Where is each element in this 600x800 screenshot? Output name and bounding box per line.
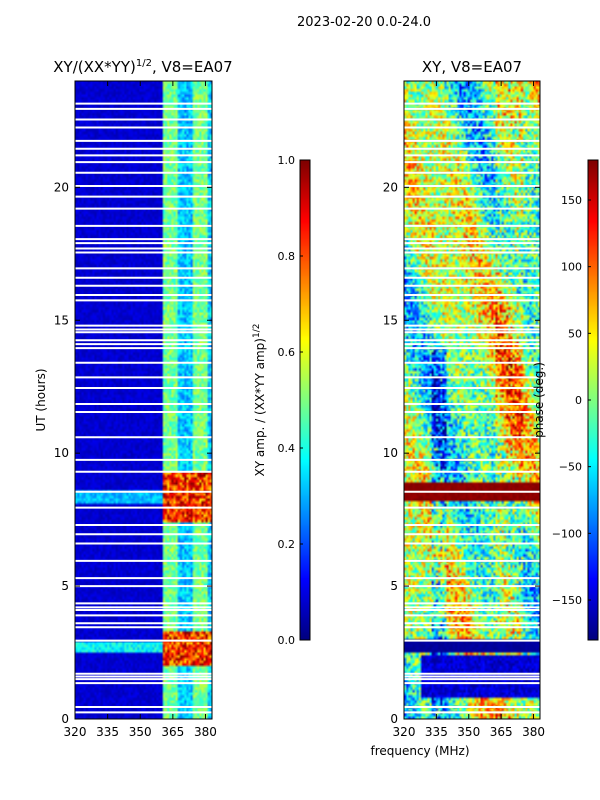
x-axis-label: frequency (MHz) <box>370 744 469 758</box>
amp-colorbar-tick-label: 0.0 <box>278 634 296 647</box>
phase-x-tick-label: 320 <box>393 725 416 739</box>
amp-y-axis-label: UT (hours) <box>34 368 48 431</box>
amp-flag-lines <box>75 102 212 714</box>
amp-y-tick-label: 10 <box>54 446 69 460</box>
phase-colorbar-ticks: −150 −100 −50 0 50 100 150 <box>552 194 591 607</box>
phase-colorbar-gradient <box>588 160 598 640</box>
amp-x-tick-label: 380 <box>194 725 217 739</box>
amp-x-tick-label: 335 <box>96 725 119 739</box>
amp-colorbar-tick-label: 0.8 <box>278 250 296 263</box>
phase-panel-title: XY, V8=EA07 <box>422 58 522 76</box>
amp-panel-title: XY/(XX*YY)1/2, V8=EA07 <box>53 58 232 76</box>
phase-colorbar-label: phase (deg.) <box>532 362 546 438</box>
phase-heatmap-image <box>404 81 540 719</box>
amp-y-tick-label: 0 <box>61 712 69 726</box>
phase-x-tick-label: 380 <box>522 725 545 739</box>
phase-colorbar-tick-label: 50 <box>568 327 582 340</box>
amp-colorbar-tick-label: 0.6 <box>278 346 296 359</box>
amp-colorbar-label: XY amp. / (XX*YY amp)1/2 <box>252 324 267 477</box>
amp-colorbar-ticks: 0.0 0.2 0.4 0.6 0.8 1.0 <box>278 154 303 647</box>
phase-colorbar-tick-label: 0 <box>575 394 582 407</box>
amp-colorbar-tick-label: 0.2 <box>278 538 296 551</box>
phase-colorbar-tick-label: 100 <box>561 261 582 274</box>
phase-axes-frame <box>403 80 541 720</box>
amp-axes-frame <box>74 80 213 720</box>
phase-colorbar-tick-label: −150 <box>552 594 582 607</box>
amp-x-tick-label: 320 <box>64 725 87 739</box>
phase-y-tick-label: 20 <box>383 180 398 194</box>
phase-x-tick-label: 365 <box>490 725 513 739</box>
phase-y-tick-label: 0 <box>390 712 398 726</box>
phase-y-tick-label: 10 <box>383 446 398 460</box>
amp-y-ticks: 0 5 10 15 20 <box>54 180 212 726</box>
suptitle: 2023-02-20 0.0-24.0 <box>297 15 431 30</box>
amp-colorbar-tick-label: 1.0 <box>278 154 296 167</box>
phase-panel: XY, V8=EA07 320 335 350 365 380 0 5 10 15 20 <box>383 58 545 739</box>
phase-x-tick-label: 335 <box>425 725 448 739</box>
amp-heatmap-image <box>75 81 212 719</box>
amp-x-tick-label: 350 <box>129 725 152 739</box>
phase-y-ticks: 0 5 10 15 20 <box>383 180 540 726</box>
amp-colorbar-frame <box>299 159 311 641</box>
phase-colorbar-tick-label: −50 <box>559 461 582 474</box>
phase-y-tick-label: 15 <box>383 313 398 327</box>
phase-colorbar: −150 −100 −50 0 50 100 150 phase (deg.) <box>532 159 599 641</box>
amp-colorbar: 0.0 0.2 0.4 0.6 0.8 1.0 XY amp. / (XX*YY amp)… <box>252 154 311 647</box>
phase-x-ticks: 320 335 350 365 380 <box>393 81 545 739</box>
phase-flag-lines <box>404 102 540 714</box>
amp-y-tick-label: 15 <box>54 313 69 327</box>
phase-colorbar-tick-label: 150 <box>561 194 582 207</box>
phase-y-tick-label: 5 <box>390 579 398 593</box>
amp-colorbar-gradient <box>300 160 310 640</box>
amp-x-tick-label: 365 <box>161 725 184 739</box>
phase-colorbar-tick-label: −100 <box>552 527 582 540</box>
phase-x-tick-label: 350 <box>457 725 480 739</box>
amp-y-tick-label: 20 <box>54 180 69 194</box>
amp-panel: XY/(XX*YY)1/2, V8=EA07 320 335 350 365 380 0… <box>34 58 233 739</box>
amp-y-tick-label: 5 <box>61 579 69 593</box>
amp-colorbar-tick-label: 0.4 <box>278 442 296 455</box>
amp-x-ticks: 320 335 350 365 380 <box>64 81 217 739</box>
